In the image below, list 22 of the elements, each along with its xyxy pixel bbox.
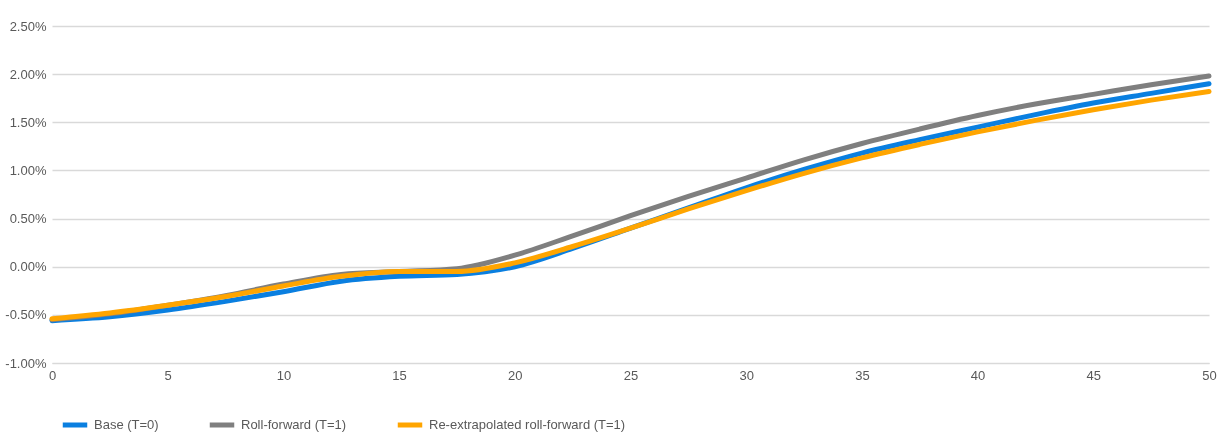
legend-label: Re-extrapolated roll-forward (T=1) xyxy=(429,417,626,432)
legend-label: Base (T=0) xyxy=(94,417,159,432)
y-tick-label: 0.00% xyxy=(9,259,47,275)
y-tick-label: -1.00% xyxy=(5,355,47,371)
y-tick-label: -0.50% xyxy=(5,307,47,323)
x-tick-label: 45 xyxy=(1086,367,1102,383)
x-tick-label: 40 xyxy=(970,367,986,383)
y-tick-label: 0.50% xyxy=(9,211,47,227)
x-tick-label: 20 xyxy=(508,367,523,383)
y-tick-label: 1.00% xyxy=(9,162,47,178)
x-tick-label: 0 xyxy=(48,367,57,383)
legend-label: Roll-forward (T=1) xyxy=(241,417,347,432)
x-tick-label: 50 xyxy=(1202,367,1217,383)
x-tick-label: 5 xyxy=(164,367,172,383)
x-tick-label: 30 xyxy=(739,367,754,383)
y-tick-label: 1.50% xyxy=(9,114,47,130)
y-tick-label: 2.00% xyxy=(9,66,47,82)
x-tick-label: 10 xyxy=(276,367,292,383)
x-tick-label: 25 xyxy=(623,367,639,383)
y-tick-label: 2.50% xyxy=(9,18,47,34)
x-tick-label: 15 xyxy=(392,367,407,383)
x-tick-label: 35 xyxy=(855,367,870,383)
